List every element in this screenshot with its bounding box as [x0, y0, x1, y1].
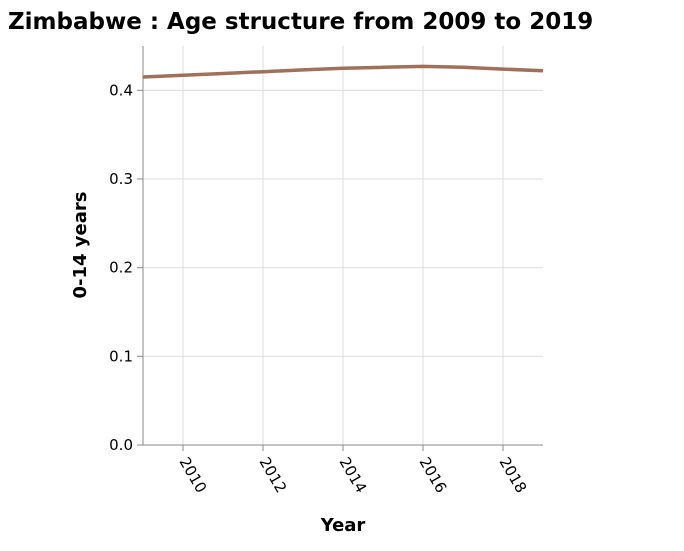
grid: [143, 46, 543, 446]
axes: 0.0 0.1 0.2 0.3 0.4 2010 2012 2014 2016 2018: [109, 46, 543, 496]
x-axis-title: Year: [320, 515, 366, 536]
y-tick-label: 0.0: [109, 436, 133, 454]
x-tick-label: 2016: [416, 454, 451, 496]
x-tick-label: 2012: [256, 454, 291, 496]
y-tick-label: 0.3: [109, 170, 133, 188]
x-tick-label: 2010: [176, 454, 211, 496]
y-axis-title: 0-14 years: [70, 192, 91, 299]
y-tick-label: 0.1: [109, 347, 133, 365]
y-tick-label: 0.4: [109, 81, 133, 99]
y-tick-label: 0.2: [109, 259, 133, 277]
chart-title: Zimbabwe : Age structure from 2009 to 20…: [8, 9, 593, 35]
x-tick-label: 2014: [336, 454, 371, 496]
x-tick-label: 2018: [496, 454, 531, 496]
series-line: [142, 64, 544, 79]
series-layer: [142, 64, 544, 79]
